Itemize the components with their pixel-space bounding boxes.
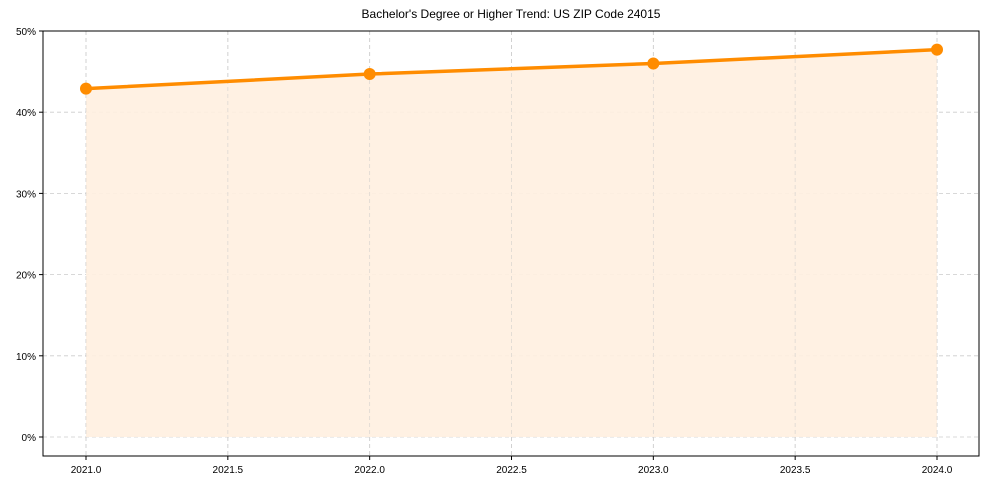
trend-line bbox=[84, 47, 939, 91]
y-tick-label: 10% bbox=[16, 352, 36, 363]
chart-title: Bachelor's Degree or Higher Trend: US ZI… bbox=[361, 7, 661, 21]
x-tick-label: 2021.0 bbox=[71, 465, 102, 476]
y-tick-label: 20% bbox=[16, 271, 36, 282]
y-tick-label: 0% bbox=[22, 433, 37, 444]
x-tick-label: 2022.5 bbox=[496, 465, 527, 476]
x-tick-label: 2024.0 bbox=[922, 465, 953, 476]
data-point bbox=[80, 82, 92, 95]
x-tick-label: 2023.5 bbox=[780, 465, 811, 476]
y-tick-label: 50% bbox=[16, 27, 36, 38]
y-tick-label: 30% bbox=[16, 189, 36, 200]
y-tick-label: 40% bbox=[16, 108, 36, 119]
data-point bbox=[363, 68, 376, 81]
x-tick-label: 2022.0 bbox=[354, 465, 385, 476]
data-point bbox=[647, 57, 660, 70]
x-tick-label: 2023.0 bbox=[638, 465, 669, 476]
data-point bbox=[931, 43, 943, 56]
x-tick-label: 2021.5 bbox=[213, 465, 244, 476]
